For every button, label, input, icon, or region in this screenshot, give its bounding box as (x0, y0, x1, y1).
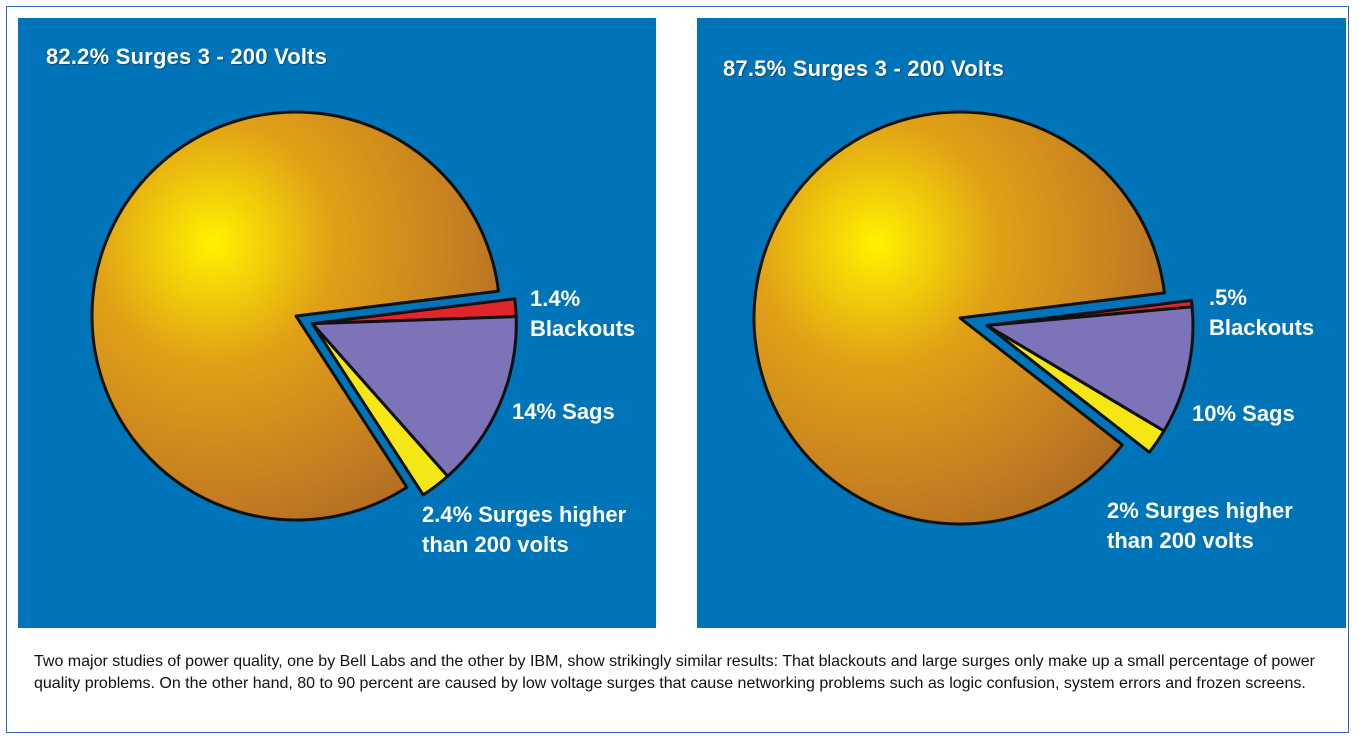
ibm-2-surges-higher-than-200-volts-label: 2% Surges higher than 200 volts (1107, 498, 1293, 553)
ibm-5-blackouts-label: .5% Blackouts (1209, 285, 1314, 340)
ibm-2-surges-higher-than-200-volts-slice (985, 323, 1166, 454)
bell-labs-2-4-surges-higher-than-200-volts-slice (310, 322, 450, 497)
bell-labs-pie-chart: 1.4% Blackouts 14% Sags 2.4% Surges higher t… (90, 110, 635, 557)
bell-labs-pie-panel: 1.4% Blackouts 14% Sags 2.4% Surges higher t… (18, 18, 656, 628)
bell-labs-14-sags-label: 14% Sags (512, 399, 615, 424)
ibm-surges-3-200-slice (752, 110, 1166, 526)
bell-labs-1-4-blackouts-label: 1.4% Blackouts (530, 286, 635, 341)
bell-labs-2-4-surges-higher-than-200-volts-label: 2.4% Surges higher than 200 volts (422, 502, 627, 557)
bell-labs-pie-title: 82.2% Surges 3 - 200 Volts (46, 44, 328, 69)
figure-caption: Two major studies of power quality, one … (34, 653, 1315, 692)
ibm-pie-panel: .5% Blackouts 10% Sags 2% Surges higher than… (697, 18, 1346, 628)
ibm-pie-title: 87.5% Surges 3 - 200 Volts (723, 56, 1005, 81)
bell-labs-14-sags-slice (310, 315, 518, 478)
ibm-10-sags-slice (985, 305, 1195, 433)
ibm-pie-chart: .5% Blackouts 10% Sags 2% Surges higher than… (752, 110, 1314, 553)
ibm-10-sags-label: 10% Sags (1192, 401, 1295, 426)
bell-labs-surges-3-200-slice (90, 110, 500, 522)
